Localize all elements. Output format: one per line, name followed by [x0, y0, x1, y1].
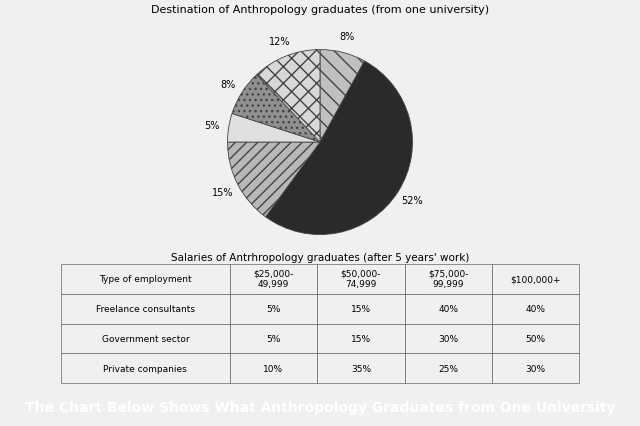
Wedge shape	[257, 50, 320, 143]
Text: 5%: 5%	[205, 121, 220, 131]
Wedge shape	[266, 62, 413, 235]
Text: The Chart Below Shows What Anthropology Graduates from One University: The Chart Below Shows What Anthropology …	[25, 400, 615, 414]
Wedge shape	[227, 114, 320, 143]
Text: 12%: 12%	[269, 37, 291, 46]
Text: 15%: 15%	[212, 187, 234, 197]
Wedge shape	[232, 75, 320, 143]
Text: 8%: 8%	[220, 79, 236, 89]
Text: 8%: 8%	[339, 32, 355, 42]
Title: Salaries of Antrhropology graduates (after 5 years' work): Salaries of Antrhropology graduates (aft…	[171, 252, 469, 262]
Wedge shape	[227, 143, 320, 217]
Title: Destination of Anthropology graduates (from one university): Destination of Anthropology graduates (f…	[151, 5, 489, 15]
Legend: Full-time work, Part-time work, Part-time work + postgrad study, Full-time postg: Full-time work, Part-time work, Part-tim…	[171, 293, 469, 314]
Text: 52%: 52%	[401, 196, 423, 206]
Wedge shape	[320, 50, 365, 143]
